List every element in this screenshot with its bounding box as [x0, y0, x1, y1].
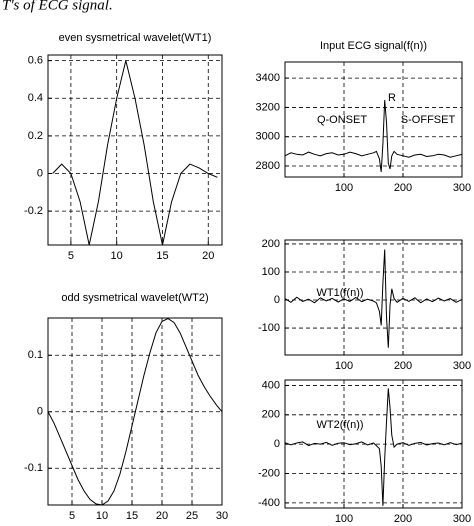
y-tick-label: 100: [262, 266, 280, 278]
y-tick-label: 0.6: [28, 55, 43, 67]
x-tick-label: 30: [216, 510, 228, 522]
y-tick-label: 3200: [256, 101, 280, 113]
data-line: [48, 318, 222, 506]
annotation: WT1(f(n)): [316, 287, 363, 299]
y-tick-label: -0.2: [24, 205, 43, 217]
x-tick-label: 10: [111, 250, 123, 262]
y-tick-label: 0.2: [28, 130, 43, 142]
chart-panel: -400 -200 0 200 400 100 200 300 WT2(f(n)): [258, 379, 471, 525]
caption: T's of ECG signal.: [2, 0, 113, 13]
annotation: R: [388, 92, 396, 104]
x-tick-label: 300: [453, 513, 471, 525]
plot-area: [52, 60, 218, 246]
x-tick-label: 25: [186, 510, 198, 522]
y-tick-label: 3000: [256, 131, 280, 143]
chart-title: odd sysmetrical wavelet(WT2): [61, 292, 208, 304]
y-tick-label: -100: [258, 322, 280, 334]
y-tick-label: -200: [258, 467, 280, 479]
y-tick-label: 2800: [256, 160, 280, 172]
plot-area: [48, 318, 222, 506]
y-tick-label: -400: [258, 497, 280, 509]
y-tick-label: -0.1: [24, 462, 43, 474]
y-tick-label: 400: [262, 379, 280, 391]
x-tick-label: 300: [453, 182, 471, 194]
data-line: [285, 388, 462, 506]
y-tick-label: 0: [37, 406, 43, 418]
plot-area: [285, 100, 462, 172]
x-tick-label: 20: [156, 510, 168, 522]
data-line: [52, 60, 218, 246]
data-line: [285, 249, 462, 348]
x-tick-label: 200: [394, 513, 412, 525]
chart-panel: -100 0 100 200 100 200 300 WT1(f(n)): [258, 238, 471, 372]
chart-title: Input ECG signal(f(n)): [320, 40, 427, 52]
x-tick-label: 100: [335, 182, 353, 194]
plot-frame: [47, 317, 223, 506]
x-tick-label: 15: [156, 250, 168, 262]
plot-area: [285, 249, 462, 348]
plot-frame: [47, 54, 223, 246]
x-tick-label: 20: [202, 250, 214, 262]
y-tick-label: 0: [274, 438, 280, 450]
y-tick-label: 200: [262, 238, 280, 250]
plot-frame: [284, 239, 463, 356]
x-tick-label: 100: [335, 360, 353, 372]
x-tick-label: 5: [69, 510, 75, 522]
y-tick-label: 0.1: [28, 349, 43, 361]
chart-panel: even sysmetrical wavelet(WT1) -0.2 0 0.2 0.4…: [24, 32, 223, 262]
x-tick-label: 300: [453, 360, 471, 372]
y-tick-label: 0: [37, 167, 43, 179]
chart-panel: odd sysmetrical wavelet(WT2) -0.1 0 0.1 5 10 1…: [24, 292, 228, 522]
plot-frame: [284, 379, 463, 509]
data-line: [285, 100, 462, 172]
plot-area: [285, 388, 462, 506]
annotation: Q-ONSET: [317, 114, 367, 126]
plot-frame: [284, 61, 463, 178]
chart-title: even sysmetrical wavelet(WT1): [59, 32, 212, 44]
x-tick-label: 10: [96, 510, 108, 522]
y-tick-label: 0.4: [28, 92, 43, 104]
annotation: WT2(f(n)): [316, 419, 363, 431]
x-tick-label: 200: [394, 182, 412, 194]
x-tick-label: 5: [68, 250, 74, 262]
y-tick-label: 200: [262, 409, 280, 421]
y-tick-label: 0: [274, 294, 280, 306]
x-tick-label: 15: [126, 510, 138, 522]
x-tick-label: 200: [394, 360, 412, 372]
annotation: S-OFFSET: [401, 114, 456, 126]
y-tick-label: 3400: [256, 72, 280, 84]
chart-panel: Input ECG signal(f(n)) 2800 3000 3200 3400 10…: [256, 40, 472, 194]
x-tick-label: 100: [335, 513, 353, 525]
